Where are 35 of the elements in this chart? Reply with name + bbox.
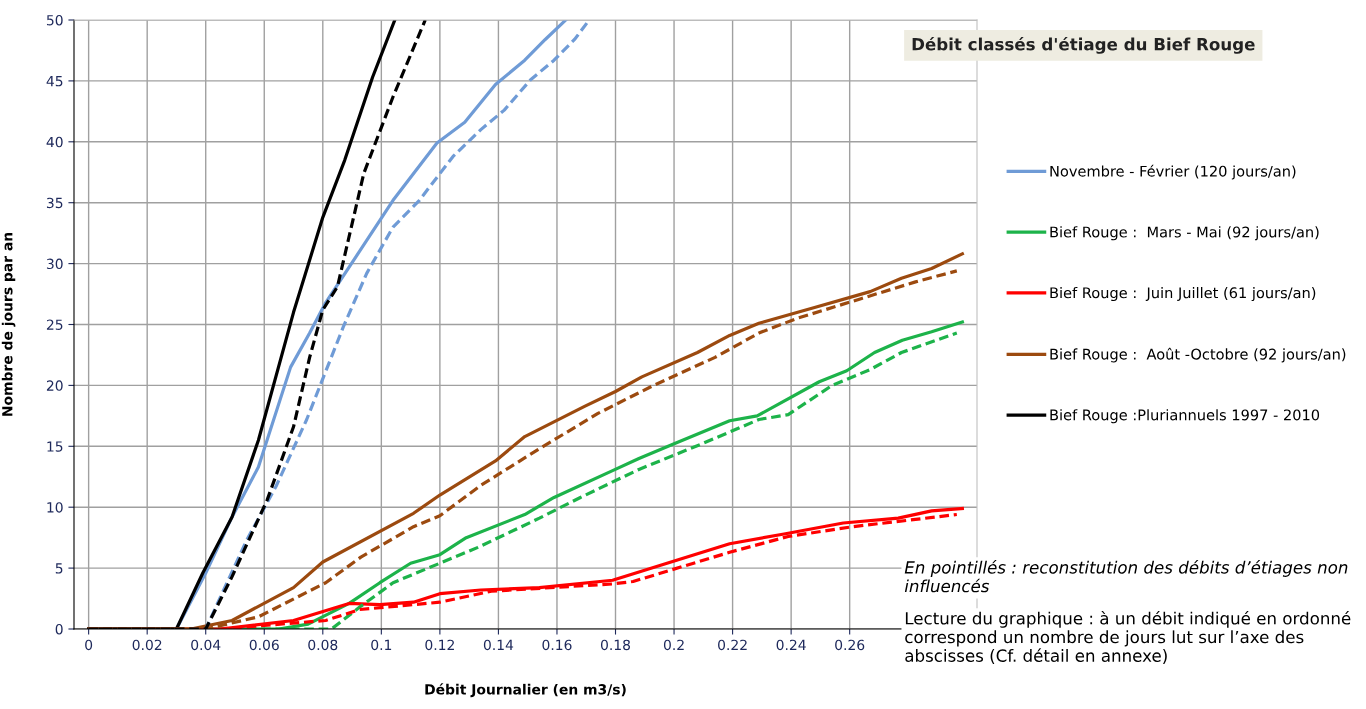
x-tick-label: 0.18 [600, 639, 631, 651]
y-tick-label: 50 [46, 14, 63, 26]
legend-label: Bief Rouge :Pluriannuels 1997 - 2010 [1050, 409, 1320, 424]
x-axis-title: Débit Journalier (en m3/s) [425, 683, 626, 698]
x-tick-label: 0.2 [663, 639, 684, 651]
x-tick-label: 0.1 [371, 639, 392, 651]
x-tick-label: 0.08 [308, 639, 338, 651]
legend-label: Bief Rouge : Juin Juillet (61 jours/an) [1050, 286, 1316, 302]
x-tick-label: 0.02 [132, 639, 162, 651]
y-tick-label: 5 [55, 563, 63, 574]
x-tick-label: 0.16 [542, 639, 572, 651]
annotation: Lecture du graphique : à un débit indiqué en ordonné correspond un nombre de jours lut sur l’axe des abscisses (Cf. détail en annexe) [905, 611, 1351, 664]
y-tick-label: 35 [46, 197, 63, 209]
x-tick-label: 0.24 [776, 639, 806, 651]
x-tick-label: 0.14 [483, 639, 514, 651]
text: Débit classés d'étiage du Bief Rouge [912, 36, 1255, 54]
x-tick-label: 0.06 [249, 639, 279, 651]
y-tick-label: 30 [46, 258, 63, 270]
x-tick-label: 0.26 [835, 639, 865, 651]
annotation: En pointillés : reconstitution des débits d’étiages non influencés [904, 560, 1348, 593]
x-tick-label: 0.12 [425, 639, 454, 651]
y-tick-label: 45 [46, 76, 63, 87]
y-tick-label: 40 [46, 136, 63, 148]
legend-label: Bief Rouge : Mars - Mai (92 jours/an) [1050, 226, 1319, 241]
y-tick-label: 20 [46, 380, 63, 391]
y-tick-label: 15 [47, 441, 63, 452]
y-tick-label: 0 [55, 623, 63, 635]
y-tick-label: 10 [47, 502, 63, 513]
y-tick-label: 25 [46, 319, 63, 330]
legend-label: Bief Rouge : Août -Octobre (92 jours/an) [1050, 347, 1346, 363]
y-axis-title: Nombre de jours par an [1, 232, 16, 416]
x-tick-label: 0.04 [191, 639, 221, 651]
x-tick-label: 0 [85, 639, 93, 651]
x-tick-label: 0.22 [718, 639, 747, 651]
legend-label: Novembre - Février (120 jours/an) [1050, 164, 1296, 180]
